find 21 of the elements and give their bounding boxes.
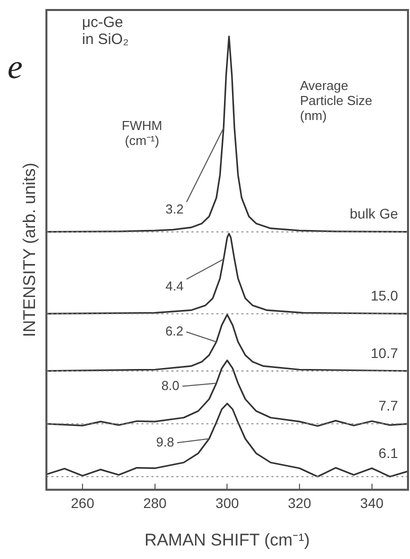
x-axis-title: RAMAN SHIFT (cm⁻¹) [144, 530, 310, 550]
x-tick-label: 260 [70, 495, 94, 512]
series-label: 6.1 [378, 445, 398, 462]
x-tick-label: 300 [216, 495, 240, 512]
annotation: 8.0 [161, 378, 180, 393]
annotation: μc-Ge in SiO₂ [82, 14, 130, 48]
x-tick-label: 340 [360, 495, 384, 512]
y-axis-title: INTENSITY (arb. units) [20, 162, 39, 338]
annotation: 6.2 [165, 323, 184, 338]
series-label: 10.7 [370, 344, 398, 361]
series-label: 7.7 [378, 398, 398, 414]
x-tick-label: 320 [288, 495, 312, 512]
annotation: 3.2 [166, 202, 184, 217]
annotation: Average Particle Size (nm) [300, 78, 374, 123]
series-label: bulk Ge [350, 206, 398, 222]
text: e [6, 49, 24, 86]
annotation: FWHM (cm⁻¹) [120, 118, 164, 148]
x-tick-label: 280 [143, 495, 167, 512]
annotation: 4.4 [166, 278, 184, 294]
annotation: 9.8 [156, 434, 174, 450]
series-label: 15.0 [370, 288, 398, 304]
